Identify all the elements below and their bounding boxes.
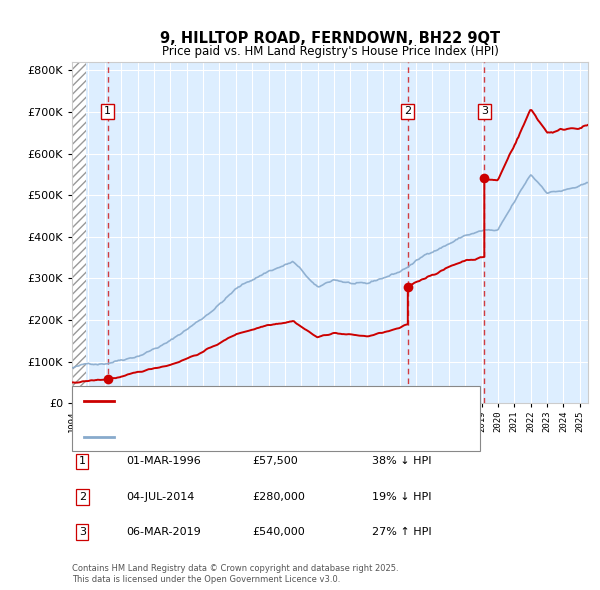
Text: Price paid vs. HM Land Registry's House Price Index (HPI): Price paid vs. HM Land Registry's House …: [161, 45, 499, 58]
Text: 3: 3: [481, 106, 488, 116]
Text: 27% ↑ HPI: 27% ↑ HPI: [372, 527, 431, 537]
Text: £540,000: £540,000: [252, 527, 305, 537]
Text: 3: 3: [79, 527, 86, 537]
Text: 2: 2: [404, 106, 412, 116]
Text: 04-JUL-2014: 04-JUL-2014: [126, 492, 194, 502]
Text: 01-MAR-1996: 01-MAR-1996: [126, 457, 201, 466]
Text: 2: 2: [79, 492, 86, 502]
Text: 06-MAR-2019: 06-MAR-2019: [126, 527, 201, 537]
Text: 1: 1: [104, 106, 111, 116]
Text: 19% ↓ HPI: 19% ↓ HPI: [372, 492, 431, 502]
Text: £280,000: £280,000: [252, 492, 305, 502]
Text: £57,500: £57,500: [252, 457, 298, 466]
Text: 1: 1: [79, 457, 86, 466]
Text: 38% ↓ HPI: 38% ↓ HPI: [372, 457, 431, 466]
Text: Contains HM Land Registry data © Crown copyright and database right 2025.: Contains HM Land Registry data © Crown c…: [72, 565, 398, 573]
Text: This data is licensed under the Open Government Licence v3.0.: This data is licensed under the Open Gov…: [72, 575, 340, 584]
Text: 9, HILLTOP ROAD, FERNDOWN, BH22 9QT: 9, HILLTOP ROAD, FERNDOWN, BH22 9QT: [160, 31, 500, 46]
Bar: [72, 62, 86, 404]
Text: HPI: Average price, detached house, Dorset: HPI: Average price, detached house, Dors…: [123, 432, 350, 441]
Text: 9, HILLTOP ROAD, FERNDOWN, BH22 9QT (detached house): 9, HILLTOP ROAD, FERNDOWN, BH22 9QT (det…: [123, 396, 434, 406]
